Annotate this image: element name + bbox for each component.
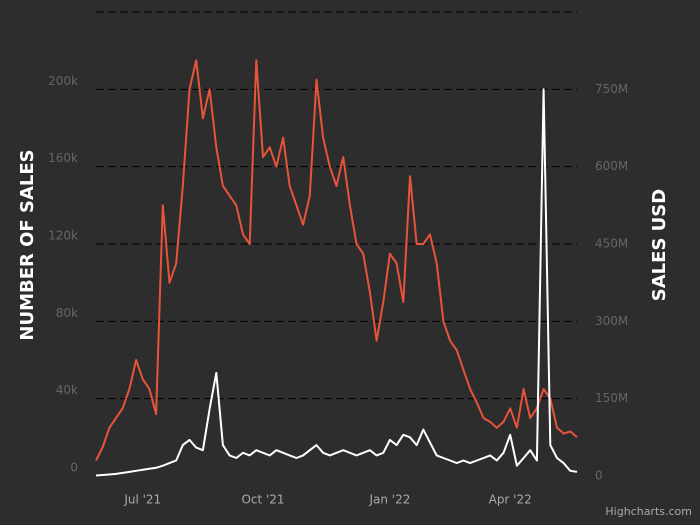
y2-tick-label: 300M (595, 314, 628, 328)
y2-tick-label: 750M (595, 82, 628, 96)
x-tick-label: Oct '21 (241, 493, 284, 507)
x-tick-label: Jan '22 (368, 493, 410, 507)
y2-tick-label: 600M (595, 159, 628, 173)
x-tick-label: Apr '22 (489, 493, 532, 507)
y-axis-title: NUMBER OF SALES (17, 149, 38, 340)
y-tick-label: 0 (70, 461, 78, 475)
series-line (95, 59, 578, 461)
y-tick-label: 120k (48, 229, 78, 243)
y-tick-label: 160k (48, 151, 78, 165)
credit: Highcharts.com (605, 505, 692, 518)
y2-tick-label: 150M (595, 391, 628, 405)
y-tick-label: 80k (56, 306, 78, 320)
y-tick-label: 200k (48, 74, 78, 88)
y-tick-label: 40k (56, 383, 78, 397)
series-line (95, 88, 578, 477)
x-tick-label: Jul '21 (123, 493, 161, 507)
y2-tick-label: 0 (595, 469, 603, 483)
y2-axis-title: SALES USD (649, 189, 670, 301)
y2-tick-label: 450M (595, 237, 628, 251)
